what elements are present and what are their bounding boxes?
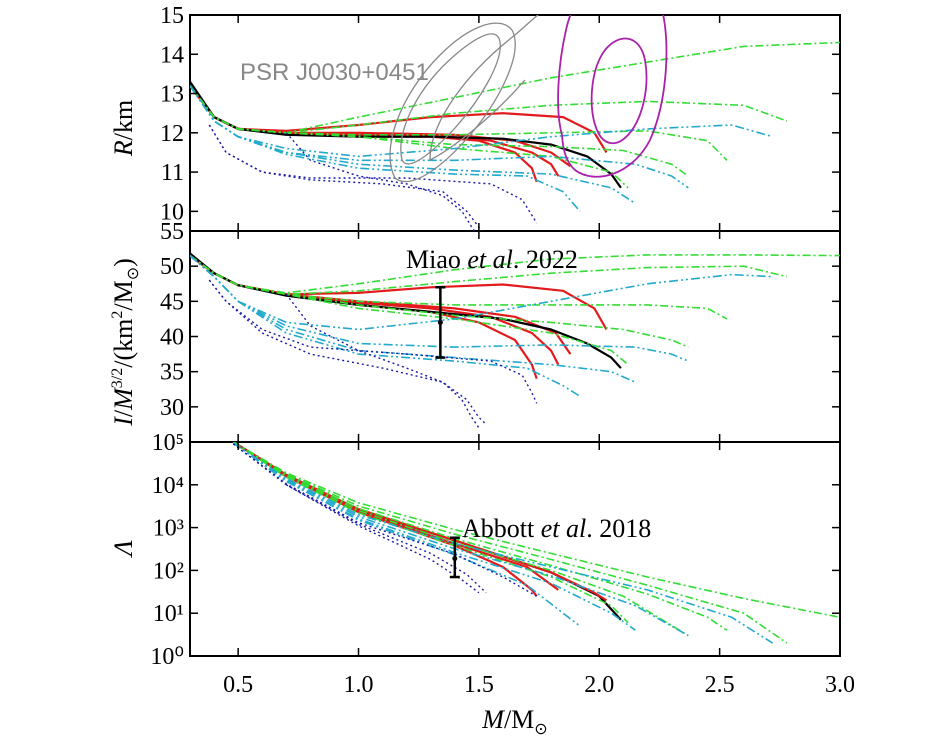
miao-annotation: Miao et al. 2022: [406, 245, 578, 274]
psr-contours: [389, 15, 668, 183]
ytick-label: 12: [160, 121, 184, 147]
series-green-2-10: [190, 254, 629, 366]
ytick-label: 45: [160, 289, 184, 315]
error-bars: [435, 286, 460, 579]
abbott-etal: et al: [541, 514, 587, 543]
series-black-1-5: [190, 81, 622, 189]
ytick-label: 55: [160, 219, 184, 245]
miao-author: Miao: [406, 245, 467, 274]
panel-bottom-yticks: 10⁰ 10¹ 10² 10³ 10⁴ 10⁵: [150, 430, 840, 670]
y-label-middle: I/M3/2/(km2/M⊙): [109, 258, 142, 427]
xtick-label: 2.5: [705, 672, 735, 698]
y-label-bottom: Λ: [109, 540, 138, 559]
ytick-label: 13: [160, 82, 184, 108]
ytick-label: 10⁰: [150, 644, 184, 670]
series-blue-2-17: [285, 293, 480, 429]
series-black-2-5: [190, 252, 622, 369]
abbott-annotation: Abbott et al. 2018: [462, 514, 651, 543]
series-green-3-6: [232, 442, 788, 644]
series-cyan-3-10: [232, 442, 774, 644]
errorbar-center: [437, 319, 443, 325]
series-green-1-10: [190, 85, 629, 189]
panel-middle-yticks: 30 35 40 45 50 55: [160, 219, 840, 421]
miao-year: . 2022: [513, 245, 578, 274]
series-blue-3-16: [285, 484, 480, 594]
psr-contour-gray-right: [429, 15, 539, 161]
series-cyan-2-14: [190, 254, 581, 397]
ytick-label: 40: [160, 325, 184, 351]
abbott-year: . 2018: [586, 514, 651, 543]
series-green-1-7: [190, 85, 788, 134]
series-cyan-2-13: [190, 254, 636, 383]
series-blue-2-15: [208, 279, 487, 425]
psr-annotation: PSR J0030+0451: [240, 59, 429, 86]
ytick-label: 14: [160, 42, 184, 68]
xtick-label: 1.0: [344, 672, 374, 698]
xtick-label: 2.0: [584, 672, 614, 698]
y-label-top: R/km: [109, 100, 138, 157]
psr-contour-gray-outer: [389, 22, 516, 183]
series-blue-1-16: [208, 124, 538, 224]
xtick-label: 0.5: [223, 672, 253, 698]
series-green-3-5: [232, 442, 840, 619]
miao-etal: et al: [467, 245, 513, 274]
ytick-label: 10⁵: [152, 430, 184, 456]
series-cyan-1-14: [190, 85, 581, 212]
panel-top-curves: [190, 41, 840, 231]
xtick-label: 3.0: [825, 672, 855, 698]
ytick-label: 10¹: [153, 601, 184, 627]
ytick-label: 11: [161, 160, 184, 186]
ytick-label: 50: [160, 254, 184, 280]
errorbar-center: [452, 555, 458, 561]
series-blue-2-16: [208, 279, 538, 404]
panel-bottom-frame: [189, 441, 841, 657]
panel-top-yticks: 10 11 12 13 14 15: [160, 3, 840, 225]
panel-middle-curves: [190, 252, 840, 429]
xtick-label: 1.5: [464, 672, 494, 698]
magenta-contour-inner: [590, 37, 648, 144]
series-green-3-7: [232, 442, 728, 631]
series-cyan-1-13: [190, 85, 636, 205]
x-label: M/M⊙: [481, 705, 547, 738]
series-blue-3-15: [232, 443, 538, 597]
abbott-author: Abbott: [462, 514, 541, 543]
ytick-label: 15: [160, 3, 184, 29]
ytick-label: 30: [160, 395, 184, 421]
ytick-label: 10³: [153, 516, 184, 542]
ytick-label: 35: [160, 360, 184, 386]
ytick-label: 10⁴: [152, 473, 184, 499]
ytick-label: 10: [160, 199, 184, 225]
series-green-1-6: [190, 41, 840, 134]
x-axis-ticks: 0.5 1.0 1.5 2.0 2.5 3.0: [223, 15, 855, 698]
ytick-label: 10²: [153, 558, 184, 584]
psr-contour-gray-inner: [400, 33, 501, 165]
magenta-contour-outer: [557, 15, 668, 178]
